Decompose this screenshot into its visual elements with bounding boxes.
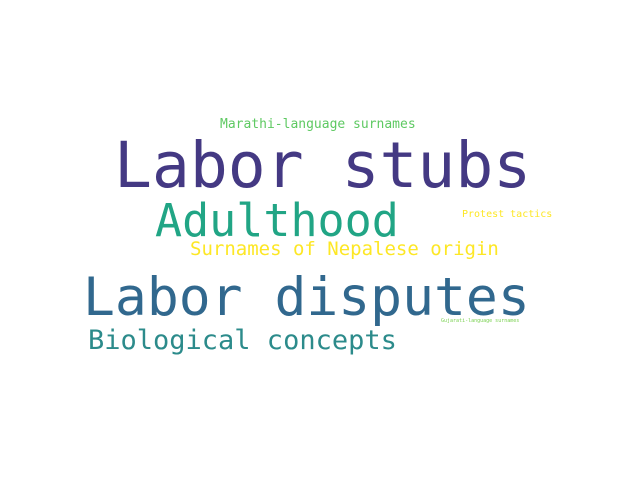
word-surnames-of-nepalese-origin: Surnames of Nepalese origin [190, 238, 499, 260]
word-adulthood: Adulthood [155, 194, 399, 247]
word-labor-stubs: Labor stubs [114, 129, 532, 202]
word-protest-tactics: Protest tactics [462, 209, 553, 220]
word-biological-concepts: Biological concepts [88, 325, 397, 356]
word-marathi-language-surnames: Marathi-language surnames [220, 117, 416, 132]
word-gujarati-language-surnames: Gujarati-language surnames [441, 318, 520, 324]
word-labor-disputes: Labor disputes [83, 267, 530, 328]
